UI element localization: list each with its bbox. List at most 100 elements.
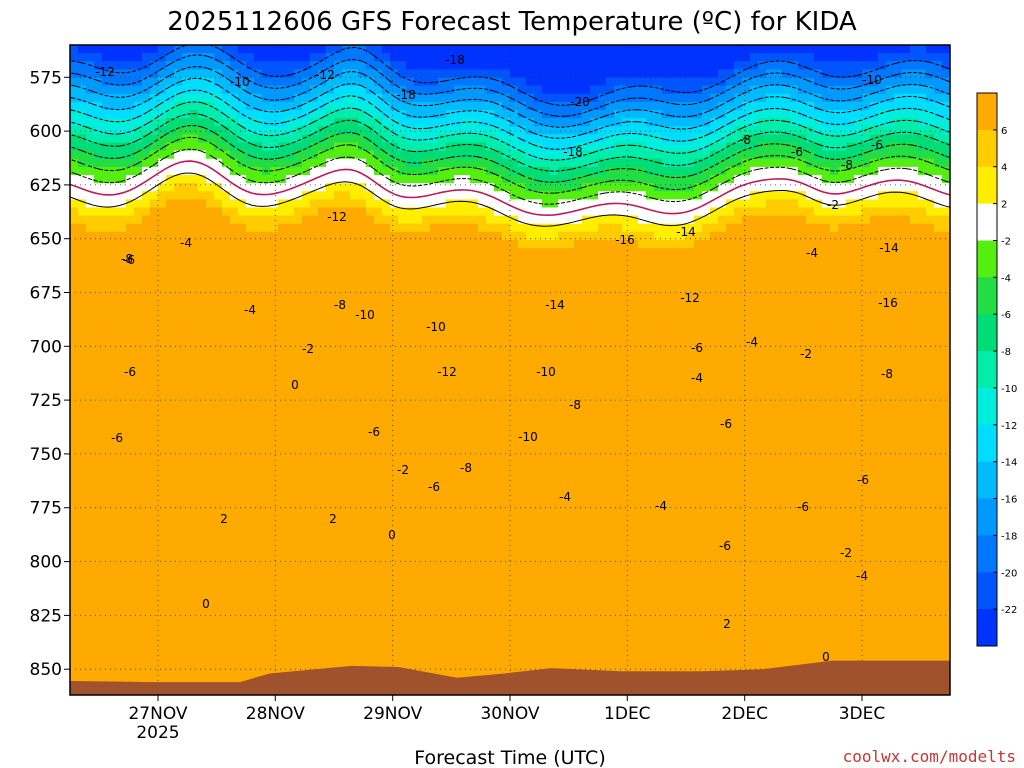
- band-cell: [198, 101, 207, 111]
- band-cell: [118, 500, 127, 509]
- band-cell: [318, 248, 327, 257]
- band-cell: [214, 670, 223, 680]
- band-cell: [206, 353, 215, 363]
- band-cell: [446, 540, 455, 550]
- band-cell: [486, 597, 495, 607]
- band-cell: [518, 313, 527, 322]
- band-cell: [550, 272, 559, 282]
- band-cell: [470, 418, 479, 428]
- band-cell: [150, 280, 159, 290]
- band-cell: [190, 386, 199, 395]
- band-cell: [470, 516, 479, 525]
- band-cell: [110, 134, 119, 144]
- band-cell: [446, 313, 455, 322]
- band-cell: [446, 605, 455, 615]
- band-cell: [478, 337, 487, 347]
- band-cell: [254, 581, 263, 590]
- band-cell: [374, 605, 383, 615]
- band-cell: [446, 345, 455, 355]
- band-cell: [166, 581, 175, 590]
- band-cell: [230, 207, 239, 217]
- band-cell: [254, 175, 263, 184]
- band-cell: [358, 556, 367, 566]
- band-cell: [206, 443, 215, 452]
- band-cell: [398, 101, 407, 111]
- band-cell: [478, 215, 487, 225]
- band-cell: [118, 589, 127, 599]
- band-cell: [470, 126, 479, 135]
- band-cell: [422, 491, 431, 501]
- band-cell: [238, 288, 247, 298]
- band-cell: [86, 110, 95, 119]
- band-cell: [558, 638, 567, 647]
- band-cell: [366, 361, 375, 371]
- band-cell: [542, 345, 551, 355]
- band-cell: [230, 402, 239, 412]
- band-cell: [150, 500, 159, 509]
- band-cell: [150, 573, 159, 582]
- band-cell: [566, 321, 575, 330]
- band-cell: [510, 621, 519, 631]
- band-cell: [414, 524, 423, 534]
- band-cell: [70, 491, 79, 501]
- band-cell: [518, 605, 527, 615]
- band-cell: [286, 581, 295, 590]
- band-cell: [326, 532, 335, 542]
- band-cell: [190, 451, 199, 460]
- band-cell: [430, 516, 439, 525]
- band-cell: [446, 524, 455, 534]
- band-cell: [94, 426, 103, 436]
- band-cell: [510, 272, 519, 282]
- band-cell: [398, 540, 407, 550]
- band-cell: [542, 126, 551, 135]
- band-cell: [518, 573, 527, 582]
- band-cell: [158, 45, 167, 54]
- band-cell: [526, 589, 535, 599]
- band-cell: [526, 126, 535, 135]
- band-cell: [398, 53, 407, 62]
- band-cell: [382, 605, 391, 615]
- band-cell: [206, 175, 215, 184]
- band-cell: [254, 670, 263, 680]
- band-cell: [358, 646, 367, 655]
- band-cell: [342, 345, 351, 355]
- band-cell: [166, 191, 175, 200]
- band-cell: [142, 516, 151, 525]
- band-cell: [478, 532, 487, 542]
- band-cell: [294, 361, 303, 371]
- band-cell: [334, 386, 343, 395]
- band-cell: [142, 215, 151, 225]
- band-cell: [358, 516, 367, 525]
- band-cell: [214, 69, 223, 79]
- band-cell: [470, 280, 479, 290]
- band-cell: [558, 426, 567, 436]
- band-cell: [278, 313, 287, 322]
- band-cell: [526, 61, 535, 70]
- band-cell: [374, 45, 383, 54]
- band-cell: [470, 638, 479, 647]
- band-cell: [542, 329, 551, 339]
- band-cell: [238, 199, 247, 209]
- band-cell: [414, 231, 423, 241]
- band-cell: [446, 573, 455, 582]
- band-cell: [182, 272, 191, 282]
- band-cell: [302, 508, 311, 517]
- band-cell: [470, 662, 479, 672]
- band-cell: [126, 53, 135, 62]
- band-cell: [142, 670, 151, 680]
- band-cell: [206, 61, 215, 70]
- band-cell: [198, 329, 207, 339]
- band-cell: [462, 175, 471, 184]
- band-cell: [422, 166, 431, 176]
- band-cell: [326, 329, 335, 339]
- band-cell: [342, 118, 351, 127]
- band-cell: [262, 175, 271, 184]
- band-cell: [142, 467, 151, 477]
- band-cell: [462, 110, 471, 119]
- band-cell: [214, 272, 223, 282]
- band-cell: [150, 126, 159, 135]
- band-cell: [430, 370, 439, 379]
- band-cell: [454, 166, 463, 176]
- band-cell: [406, 329, 415, 339]
- band-cell: [382, 459, 391, 469]
